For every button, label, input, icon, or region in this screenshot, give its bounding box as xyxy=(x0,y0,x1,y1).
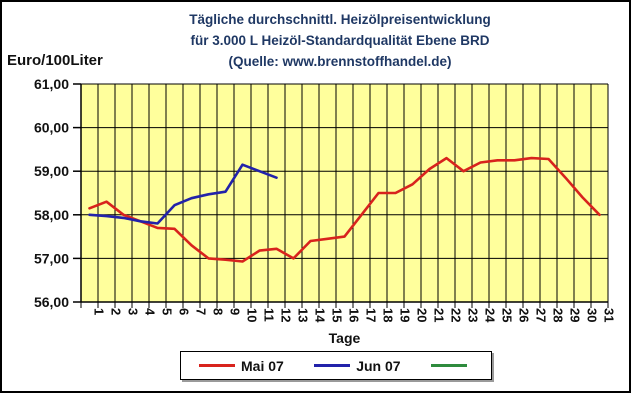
x-tick-label: 7 xyxy=(194,308,209,315)
chart-title-line3: (Quelle: www.brennstoffhandel.de) xyxy=(228,54,452,69)
y-tick-label: 60,00 xyxy=(34,120,69,136)
x-tick-label: 28 xyxy=(551,308,566,322)
x-tick-label: 16 xyxy=(347,308,362,322)
legend-item-jun: Jun 07 xyxy=(314,357,401,374)
chart-title-line2: für 3.000 L Heizöl-Standardqualität Eben… xyxy=(190,33,490,48)
y-tick-label: 59,00 xyxy=(34,163,69,179)
x-tick-label: 23 xyxy=(466,308,481,322)
x-tick-label: 13 xyxy=(296,308,311,322)
x-tick-label: 24 xyxy=(483,308,498,323)
x-tick-label: 27 xyxy=(534,308,549,322)
x-tick-label: 15 xyxy=(330,308,345,322)
x-tick-label: 21 xyxy=(432,308,447,322)
x-tick-label: 6 xyxy=(177,308,192,315)
legend-item-mai: Mai 07 xyxy=(199,358,284,374)
x-axis-title: Tage xyxy=(328,330,361,346)
series-line-mai-07 xyxy=(88,156,601,263)
y-tick-label: 58,00 xyxy=(34,207,69,223)
x-tick-label: 10 xyxy=(245,308,260,322)
x-tick-label: 3 xyxy=(126,308,141,315)
y-tick-label: 56,00 xyxy=(34,294,69,310)
x-tick-label: 4 xyxy=(143,308,158,316)
x-tick-label: 20 xyxy=(415,308,430,322)
x-tick-label: 30 xyxy=(585,308,600,322)
x-tick-label: 11 xyxy=(262,308,277,322)
x-tick-label: 26 xyxy=(517,308,532,322)
legend-label-jun: Jun 07 xyxy=(356,357,401,374)
x-tick-label: 2 xyxy=(109,308,124,315)
third-line-swatch xyxy=(430,364,467,367)
legend: Mai 07 Jun 07 xyxy=(180,351,492,380)
x-tick-label: 17 xyxy=(364,308,379,322)
y-tick-label: 61,00 xyxy=(34,76,69,92)
chart-title: Tägliche durchschnittl. Heizölpreisentwi… xyxy=(60,9,620,72)
x-tick-label: 18 xyxy=(381,308,396,322)
x-tick-label: 29 xyxy=(568,308,583,322)
jun-line-swatch xyxy=(314,364,351,367)
x-tick-label: 9 xyxy=(228,308,243,315)
x-tick-label: 12 xyxy=(279,308,294,322)
x-tick-label: 5 xyxy=(160,308,175,315)
x-tick-label: 14 xyxy=(313,308,328,323)
series-line-jun-07 xyxy=(88,163,278,225)
y-tick-label: 57,00 xyxy=(34,250,69,266)
x-tick-label: 19 xyxy=(398,308,413,322)
x-tick-label: 1 xyxy=(92,308,107,315)
chart-title-line1: Tägliche durchschnittl. Heizölpreisentwi… xyxy=(189,12,491,27)
x-tick-label: 31 xyxy=(602,308,617,322)
legend-item-third xyxy=(430,364,473,367)
plot-background xyxy=(81,84,608,302)
y-axis-title: Euro/100Liter xyxy=(7,52,103,69)
x-tick-label: 22 xyxy=(449,308,464,322)
x-tick-label: 25 xyxy=(500,308,515,322)
mai-line-swatch xyxy=(199,364,235,367)
legend-label-mai: Mai 07 xyxy=(241,357,284,374)
x-tick-label: 8 xyxy=(211,308,226,315)
